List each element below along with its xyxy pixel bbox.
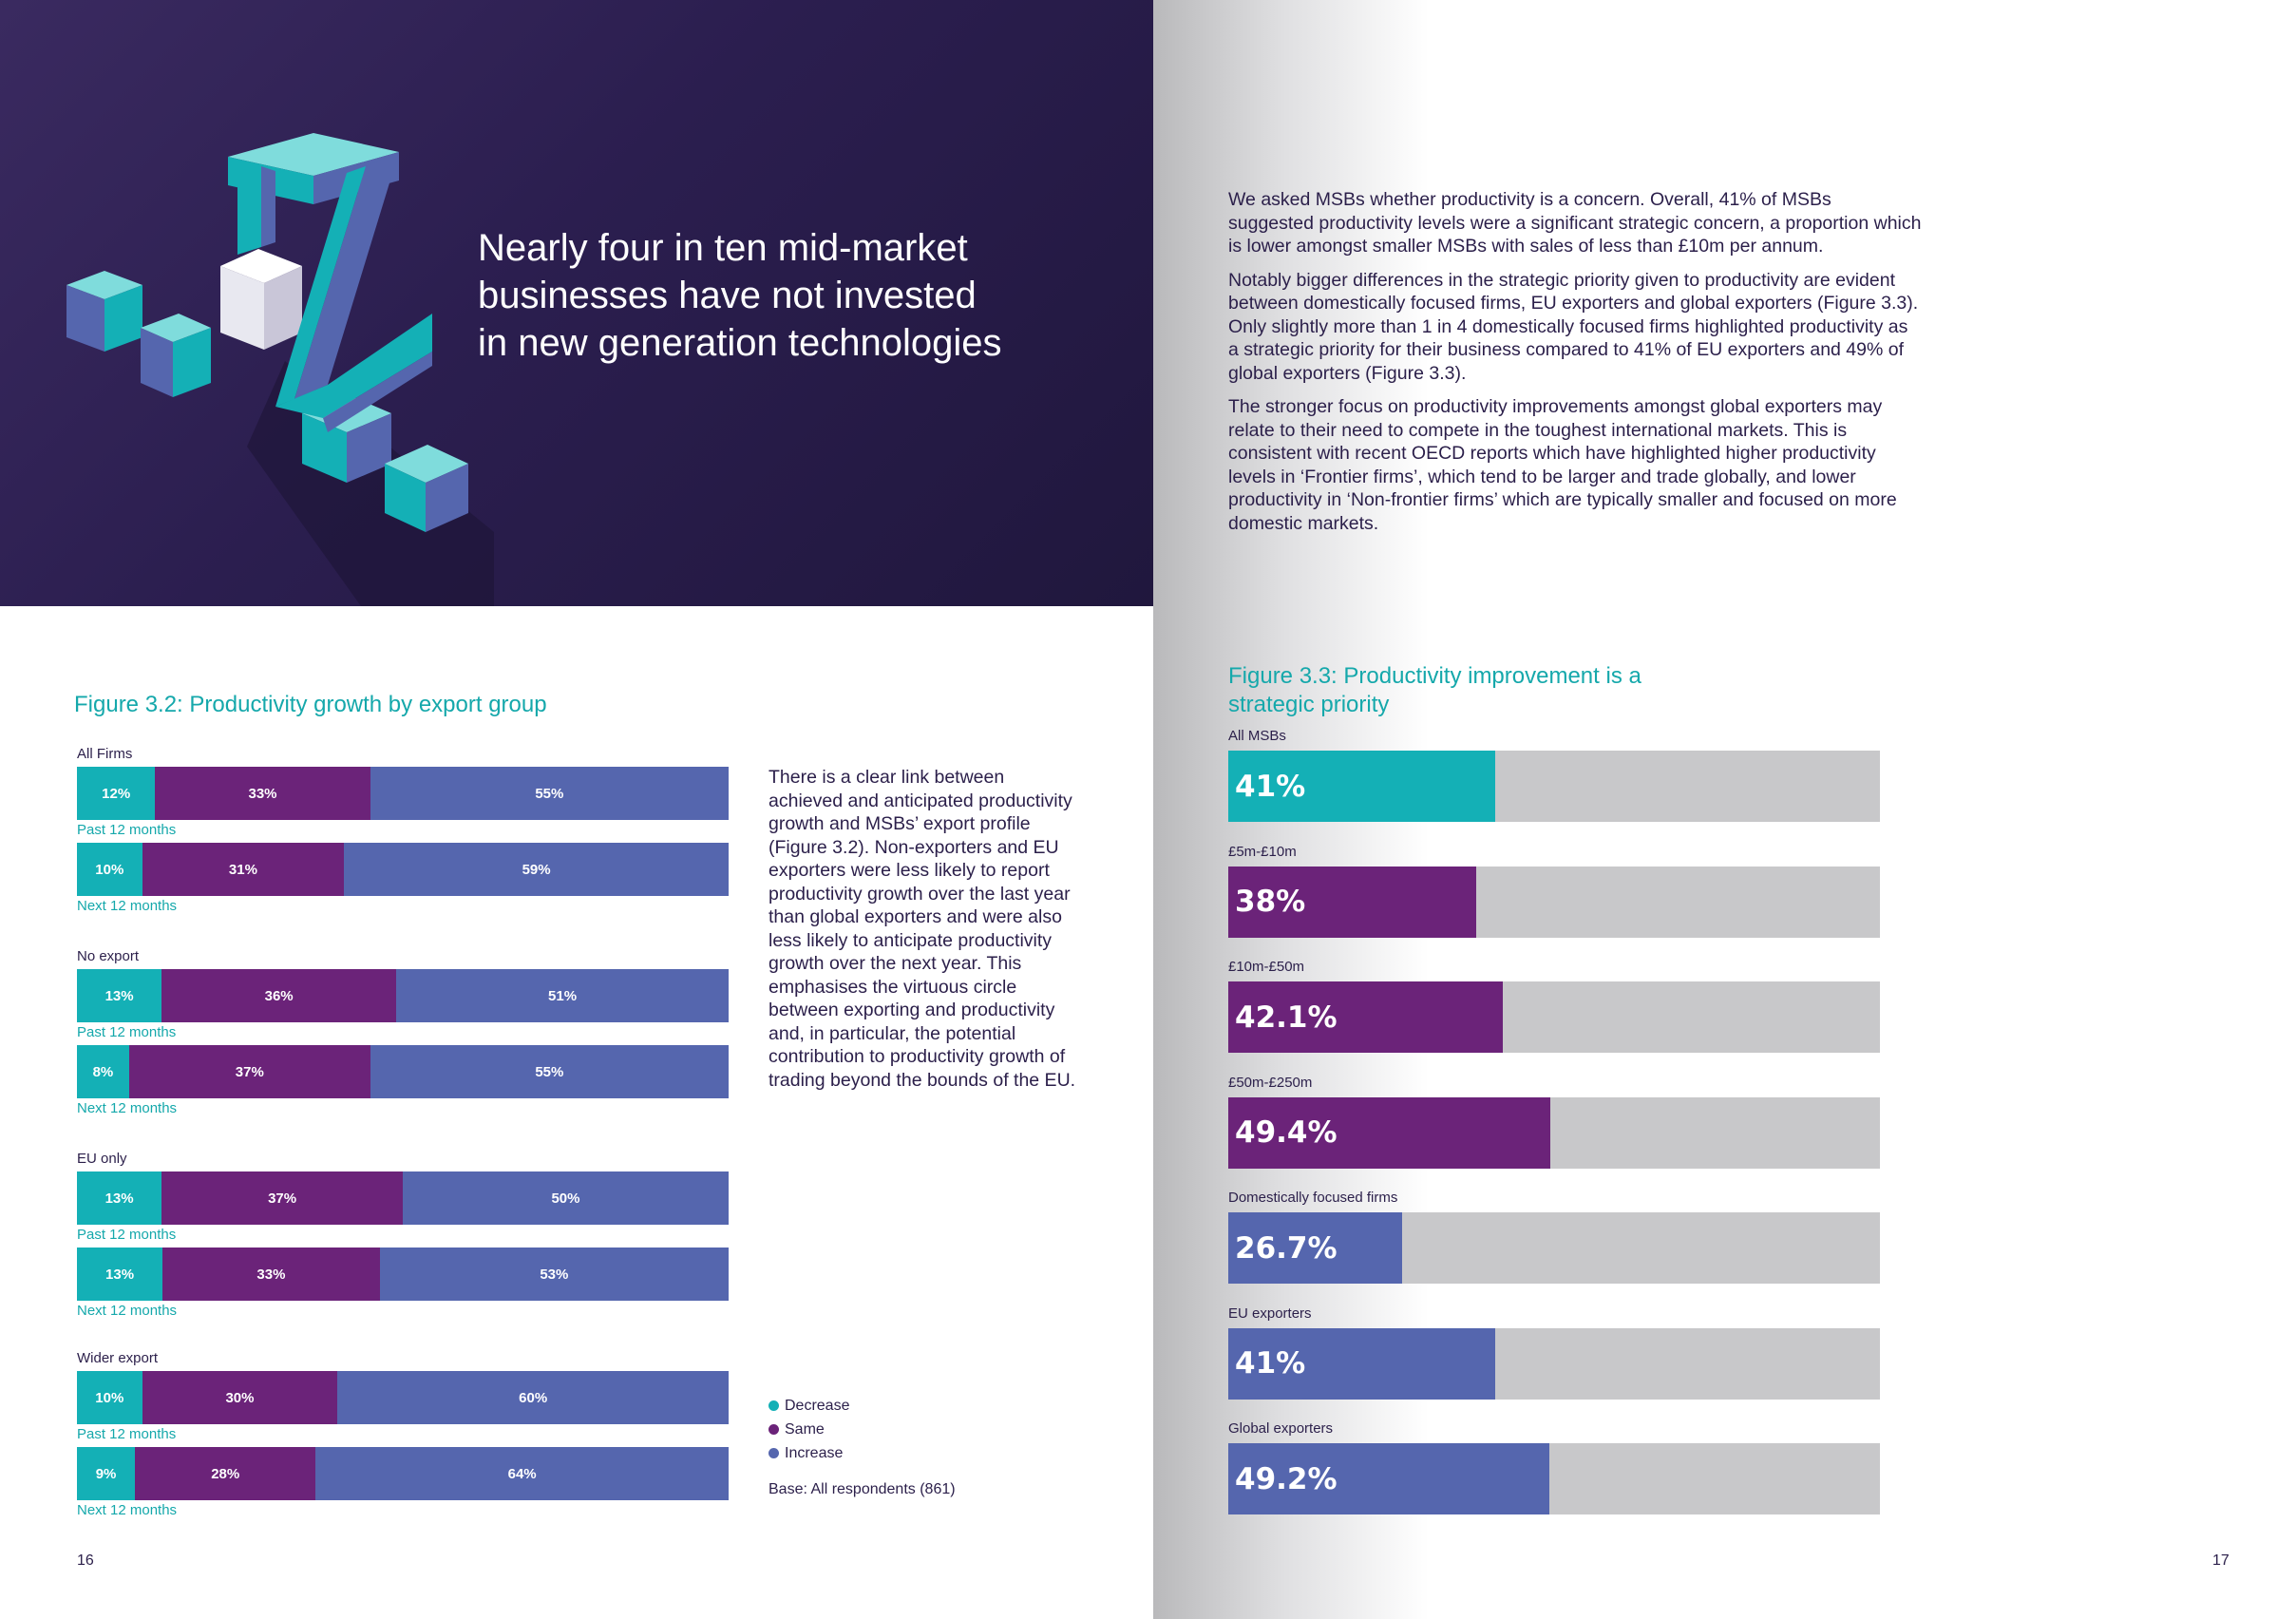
bar-segment-increase: 53%: [379, 1248, 729, 1301]
bar-category-label: Global exporters: [1228, 1420, 1334, 1437]
bar-segment-same: 31%: [142, 843, 345, 896]
bar-segment-same: 33%: [155, 767, 370, 820]
page-number-right: 17: [2212, 1552, 2230, 1569]
paragraph: We asked MSBs whether productivity is a …: [1228, 189, 1922, 257]
paragraph: The stronger focus on productivity impro…: [1228, 396, 1897, 534]
stacked-bar: 12% 33% 55%: [77, 767, 729, 820]
bar-segment-same: 37%: [128, 1045, 370, 1098]
bar-value-label: 49.4%: [1235, 1115, 1338, 1150]
bar-category-label: All MSBs: [1228, 728, 1286, 744]
bar-segment-increase: 50%: [402, 1171, 729, 1225]
stacked-bar: 9% 28% 64%: [77, 1447, 729, 1500]
bar-value-label: 38%: [1235, 885, 1306, 919]
bar-segment-increase: 55%: [370, 767, 729, 820]
bar-category-label: £50m-£250m: [1228, 1074, 1313, 1091]
bar-category-label: £5m-£10m: [1228, 843, 1297, 860]
cube-icon: [66, 271, 142, 352]
group-label: No export: [77, 948, 140, 964]
stacked-bar: 10% 30% 60%: [77, 1371, 729, 1424]
cube-icon: [141, 314, 211, 397]
bar-segment-increase: 64%: [315, 1447, 729, 1500]
group-label: EU only: [77, 1151, 127, 1167]
legend-item-increase: Increase: [768, 1441, 849, 1465]
period-label: Past 12 months: [77, 1227, 177, 1243]
period-label: Next 12 months: [77, 1100, 178, 1116]
bar-value-label: 41%: [1235, 1346, 1306, 1381]
period-label: Next 12 months: [77, 1502, 178, 1518]
bar-segment-decrease: 13%: [77, 1171, 162, 1225]
bar-value-label: 42.1%: [1235, 1000, 1338, 1035]
bar-segment-same: 36%: [161, 969, 397, 1022]
left-page: Nearly four in ten mid-market businesses…: [0, 0, 1153, 1569]
hero-title: Nearly four in ten mid-market businesses…: [478, 227, 1002, 364]
page-number-left: 16: [77, 1552, 94, 1569]
bar-value-label: 49.2%: [1235, 1461, 1338, 1496]
stacked-bar: 10% 31% 59%: [77, 843, 729, 896]
bar-segment-decrease: 8%: [77, 1045, 129, 1098]
period-label: Past 12 months: [77, 1024, 177, 1040]
paragraph: Notably bigger differences in the strate…: [1228, 269, 1919, 384]
legend-item-decrease: Decrease: [768, 1394, 849, 1418]
bar-value-label: 26.7%: [1235, 1230, 1338, 1266]
period-label: Past 12 months: [77, 1426, 177, 1442]
figure-3-3-title: Figure 3.3: Productivity improvement is …: [1228, 663, 1641, 717]
bar-segment-same: 28%: [135, 1447, 316, 1500]
figure-3-2-legend: Decrease Same Increase: [768, 1394, 849, 1465]
cube-icon: [385, 445, 468, 532]
bar-category-label: Domestically focused firms: [1228, 1190, 1398, 1206]
bar-track: 49.2%: [1228, 1443, 1880, 1514]
group-label: Wider export: [77, 1350, 159, 1366]
right-page-text: We asked MSBs whether productivity is a …: [1228, 188, 1922, 545]
legend-dot-icon: [768, 1400, 779, 1411]
cube-icon: [220, 249, 302, 350]
bar-track: 49.4%: [1228, 1096, 1880, 1169]
bar-segment-decrease: 12%: [77, 767, 156, 820]
stacked-bar: 8% 37% 55%: [77, 1045, 729, 1098]
bar-track: 42.1%: [1228, 981, 1880, 1053]
bar-fill: 26.7%: [1228, 1212, 1403, 1284]
bar-track: 38%: [1228, 866, 1880, 938]
base-note: Base: All respondents (861): [768, 1481, 956, 1497]
stacked-bar: 13% 33% 53%: [77, 1248, 729, 1301]
bar-segment-increase: 60%: [337, 1371, 729, 1424]
bar-segment-decrease: 13%: [77, 969, 162, 1022]
bar-segment-same: 37%: [161, 1171, 403, 1225]
hero-banner: Nearly four in ten mid-market businesses…: [0, 0, 1153, 606]
bar-fill: 41%: [1228, 1327, 1496, 1400]
bar-segment-decrease: 13%: [77, 1248, 163, 1301]
bar-track: 41%: [1228, 1327, 1880, 1400]
bar-value-label: 41%: [1235, 769, 1306, 804]
bar-segment-increase: 55%: [370, 1045, 729, 1098]
bar-category-label: £10m-£50m: [1228, 959, 1305, 975]
bar-segment-increase: 51%: [396, 969, 729, 1022]
bar-track: 26.7%: [1228, 1212, 1880, 1284]
bar-fill: 38%: [1228, 866, 1476, 938]
side-paragraph: There is a clear link between achieved a…: [768, 767, 1076, 1091]
bar-segment-same: 30%: [142, 1371, 338, 1424]
legend-dot-icon: [768, 1448, 779, 1458]
period-label: Next 12 months: [77, 1303, 178, 1319]
stacked-bar: 13% 37% 50%: [77, 1171, 729, 1225]
bar-segment-decrease: 10%: [77, 1371, 142, 1424]
bar-fill: 41%: [1228, 751, 1496, 822]
period-label: Past 12 months: [77, 822, 177, 838]
robot-arm-illustration: [66, 133, 494, 606]
figure-3-2-title: Figure 3.2: Productivity growth by expor…: [74, 692, 547, 717]
bar-fill: 42.1%: [1228, 981, 1503, 1053]
legend-item-same: Same: [768, 1418, 849, 1441]
bar-segment-decrease: 9%: [77, 1447, 136, 1500]
bar-segment-increase: 59%: [344, 843, 729, 896]
period-label: Next 12 months: [77, 898, 178, 914]
stacked-bar: 13% 36% 51%: [77, 969, 729, 1022]
bar-segment-decrease: 10%: [77, 843, 142, 896]
bar-fill: 49.4%: [1228, 1096, 1550, 1169]
bar-segment-same: 33%: [162, 1248, 380, 1301]
bar-category-label: EU exporters: [1228, 1305, 1312, 1322]
group-label: All Firms: [77, 746, 133, 762]
legend-dot-icon: [768, 1424, 779, 1435]
bar-fill: 49.2%: [1228, 1443, 1549, 1514]
bar-track: 41%: [1228, 751, 1880, 822]
